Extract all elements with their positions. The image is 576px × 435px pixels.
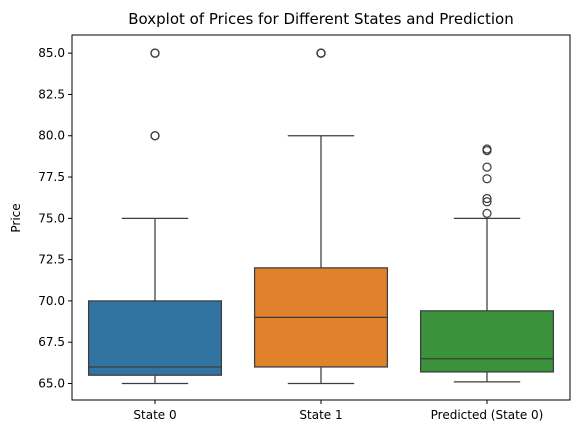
outlier-point <box>482 174 492 184</box>
y-axis-label: Price <box>9 203 23 232</box>
outlier-point <box>482 197 492 207</box>
chart-title: Boxplot of Prices for Different States a… <box>128 10 514 28</box>
y-tick-label: 80.0 <box>38 129 65 143</box>
y-tick-label: 65.0 <box>38 376 65 390</box>
outlier-point <box>482 208 492 218</box>
plot-area: State 0 State 1 Predicted (State 0) 65.0 67.… <box>38 34 571 422</box>
outlier-point <box>150 48 160 58</box>
box <box>419 310 555 373</box>
x-tick-label: State 1 <box>299 408 342 422</box>
y-tick-label: 70.0 <box>38 294 65 308</box>
y-tick-label: 77.5 <box>38 170 65 184</box>
outlier-point <box>316 48 326 58</box>
x-tick-label: Predicted (State 0) <box>431 408 544 422</box>
y-tick-label: 72.5 <box>38 253 65 267</box>
y-tick-label: 82.5 <box>38 87 65 101</box>
x-tick-label: State 0 <box>133 408 176 422</box>
box <box>87 300 223 376</box>
y-tick-label: 67.5 <box>38 335 65 349</box>
y-tick-label: 85.0 <box>38 46 65 60</box>
y-tick-label: 75.0 <box>38 211 65 225</box>
outlier-point <box>482 193 492 204</box>
outlier-point <box>482 144 492 154</box>
outlier-point <box>482 162 492 172</box>
outlier-point <box>150 131 160 141</box>
plot-frame <box>71 34 571 401</box>
